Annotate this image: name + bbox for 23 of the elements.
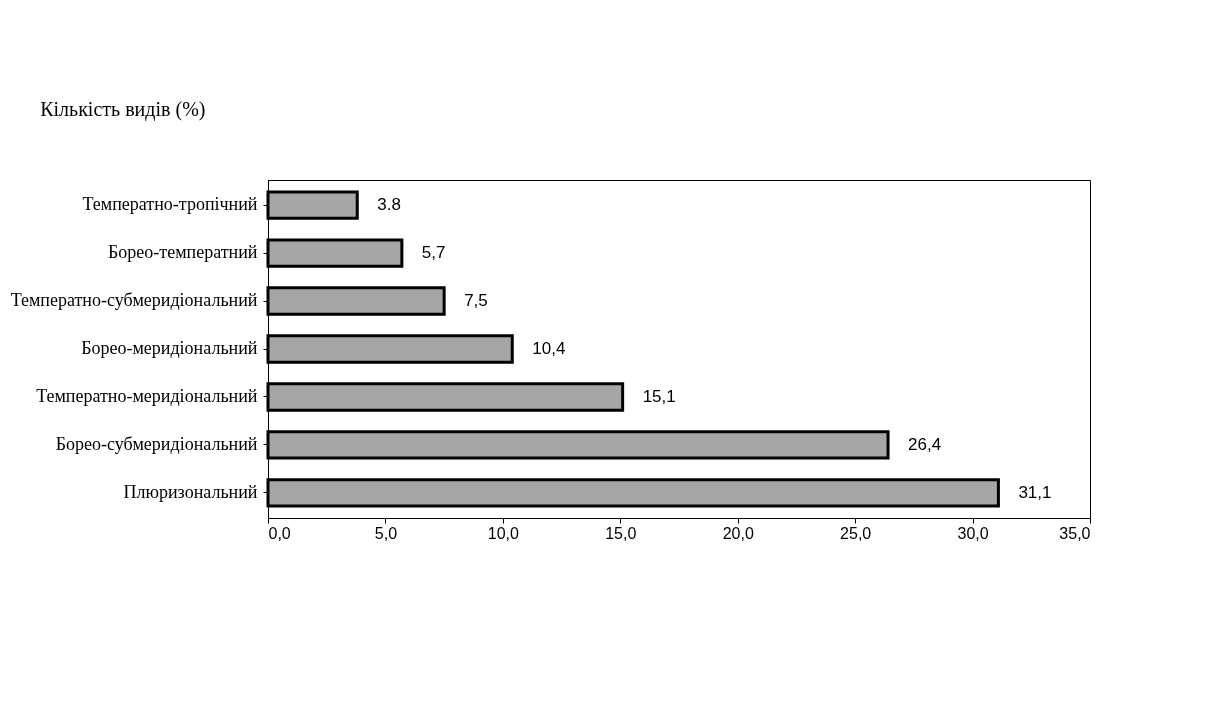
- data-label: 31,1: [1018, 482, 1052, 502]
- data-label: 26,4: [908, 434, 942, 454]
- x-tick-label: 35,0: [1059, 524, 1091, 542]
- x-tick-label: 5,0: [374, 524, 398, 542]
- data-label: 15,1: [642, 386, 676, 406]
- y-tick-label: Температно-меридіональний: [36, 385, 258, 406]
- x-tick-label: 30,0: [957, 524, 989, 542]
- x-tick-label: 20,0: [722, 524, 754, 542]
- x-tick-label: 15,0: [605, 524, 637, 542]
- chart-title: Кількість видів (%): [40, 98, 206, 121]
- y-tick-label: Борео-температний: [108, 242, 258, 263]
- x-tick-label: 25,0: [840, 524, 872, 542]
- y-tick-label: Борео-субмеридіональний: [55, 433, 258, 454]
- x-tick-label: 0,0: [268, 524, 291, 542]
- y-tick-label: Борео-меридіональний: [81, 338, 258, 358]
- y-tick-label: Температно-тропічний: [82, 194, 258, 215]
- data-label: 10,4: [532, 339, 566, 358]
- x-tick-label: 10,0: [487, 524, 520, 542]
- data-label: 3.8: [377, 195, 401, 215]
- y-tick-label: Температно-субмеридіональний: [10, 290, 258, 311]
- data-label: 5,7: [421, 243, 446, 263]
- y-tick-label: Плюризональний: [123, 481, 258, 502]
- data-label: 7,5: [464, 291, 488, 311]
